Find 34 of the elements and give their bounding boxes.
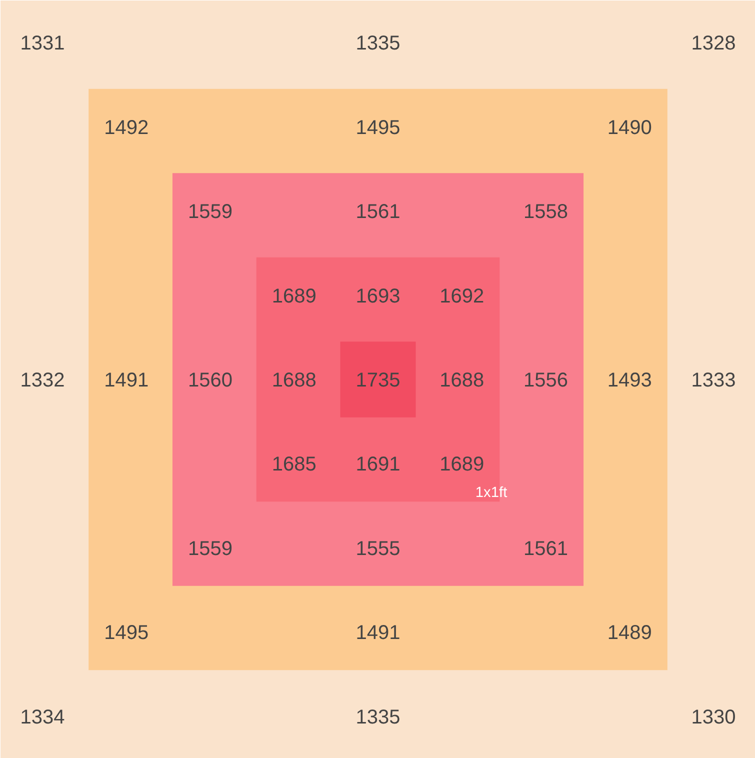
data-label: 1685 [272, 454, 316, 476]
data-label: 1335 [356, 706, 400, 728]
data-label: 1689 [440, 454, 484, 476]
data-label: 1555 [356, 538, 400, 560]
data-label: 1335 [356, 32, 400, 55]
data-label: 1333 [691, 370, 736, 392]
data-label: 1561 [524, 538, 568, 560]
data-label: 1334 [20, 706, 65, 728]
data-label: 1493 [607, 370, 652, 392]
data-label: 1491 [104, 370, 149, 392]
data-label: 1688 [272, 370, 316, 392]
text: 1x1ft [475, 485, 508, 502]
data-label: 1330 [691, 706, 736, 728]
data-label: 1328 [691, 32, 736, 55]
data-label: 1495 [104, 622, 149, 644]
data-label: 1331 [20, 32, 65, 55]
data-label: 1560 [188, 370, 232, 392]
data-label: 1489 [607, 622, 652, 644]
data-label: 1561 [356, 201, 400, 224]
data-label: 1688 [440, 370, 484, 392]
data-label: 1332 [20, 370, 65, 392]
data-label: 1495 [356, 116, 400, 139]
data-label: 1492 [104, 116, 149, 139]
data-label: 1735 [356, 370, 400, 392]
data-label: 1491 [356, 622, 400, 644]
data-label: 1558 [524, 201, 568, 224]
data-label: 1490 [607, 116, 652, 139]
data-label: 1559 [188, 538, 232, 560]
data-label: 1556 [524, 370, 568, 392]
data-label: 1691 [356, 454, 400, 476]
data-label: 1692 [440, 285, 484, 308]
data-label: 1693 [356, 285, 400, 308]
data-label: 1559 [188, 201, 232, 224]
data-label: 1689 [272, 285, 316, 308]
